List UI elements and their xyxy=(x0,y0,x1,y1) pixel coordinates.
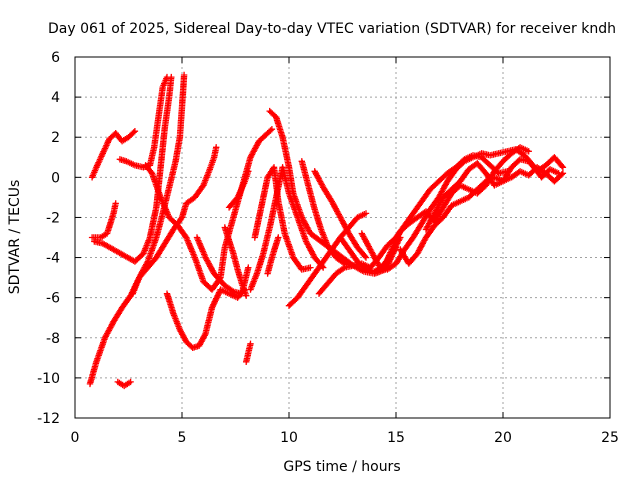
series-arc-26 xyxy=(422,154,567,233)
series-markers xyxy=(129,144,220,297)
series-markers xyxy=(163,286,248,351)
series-arc-11 xyxy=(221,224,250,299)
y-axis-label: SDTVAR / TECUs xyxy=(7,180,23,295)
y-tick-label: -4 xyxy=(46,251,60,267)
x-tick-label: 0 xyxy=(71,430,80,446)
y-tick-label: -2 xyxy=(46,210,60,226)
x-tick-label: 5 xyxy=(178,430,187,446)
series-arc-3 xyxy=(88,200,119,241)
series-arc-13 xyxy=(243,340,254,365)
series-markers xyxy=(251,164,314,273)
x-tick-label: 20 xyxy=(494,430,512,446)
x-axis-ticks: 0 5 10 15 20 25 xyxy=(71,57,619,446)
series-markers xyxy=(88,128,139,181)
y-tick-label: -6 xyxy=(46,291,60,307)
series-arc-19 xyxy=(298,158,357,269)
y-tick-label: 4 xyxy=(51,90,60,106)
x-axis-label: GPS time / hours xyxy=(283,459,400,475)
series-markers xyxy=(243,340,254,365)
y-tick-label: 2 xyxy=(51,130,60,146)
data-points xyxy=(86,71,567,390)
series-arc-9 xyxy=(163,286,248,351)
series-arc-20 xyxy=(311,168,370,261)
series-arc-12 xyxy=(225,168,252,211)
series-arc-5 xyxy=(114,378,134,390)
chart-title: Day 061 of 2025, Sidereal Day-to-day VTE… xyxy=(48,21,616,37)
series-markers xyxy=(114,378,134,390)
y-tick-label: 0 xyxy=(51,170,60,186)
series-markers xyxy=(311,168,370,261)
series-arc-2 xyxy=(88,128,139,181)
series-markers xyxy=(88,200,119,241)
y-tick-label: -10 xyxy=(37,371,60,387)
series-markers xyxy=(422,154,567,233)
series-arc-15 xyxy=(251,164,314,273)
series-markers xyxy=(221,224,250,299)
y-axis-ticks: -12 -10 -8 -6 -4 -2 0 2 4 6 xyxy=(37,50,610,427)
series-markers xyxy=(225,168,252,211)
y-tick-label: -12 xyxy=(37,411,60,427)
series-arc-4 xyxy=(91,73,175,265)
series-arc-7 xyxy=(129,144,220,297)
y-tick-label: 6 xyxy=(51,50,60,66)
series-arc-16 xyxy=(264,234,282,277)
chart-grid xyxy=(75,57,610,418)
series-markers xyxy=(264,234,282,277)
series-markers xyxy=(91,73,175,265)
y-tick-label: -8 xyxy=(46,331,60,347)
plot-frame xyxy=(74,56,611,419)
x-tick-label: 10 xyxy=(280,430,298,446)
series-markers xyxy=(298,158,357,269)
x-tick-label: 15 xyxy=(387,430,405,446)
x-tick-label: 25 xyxy=(601,430,619,446)
